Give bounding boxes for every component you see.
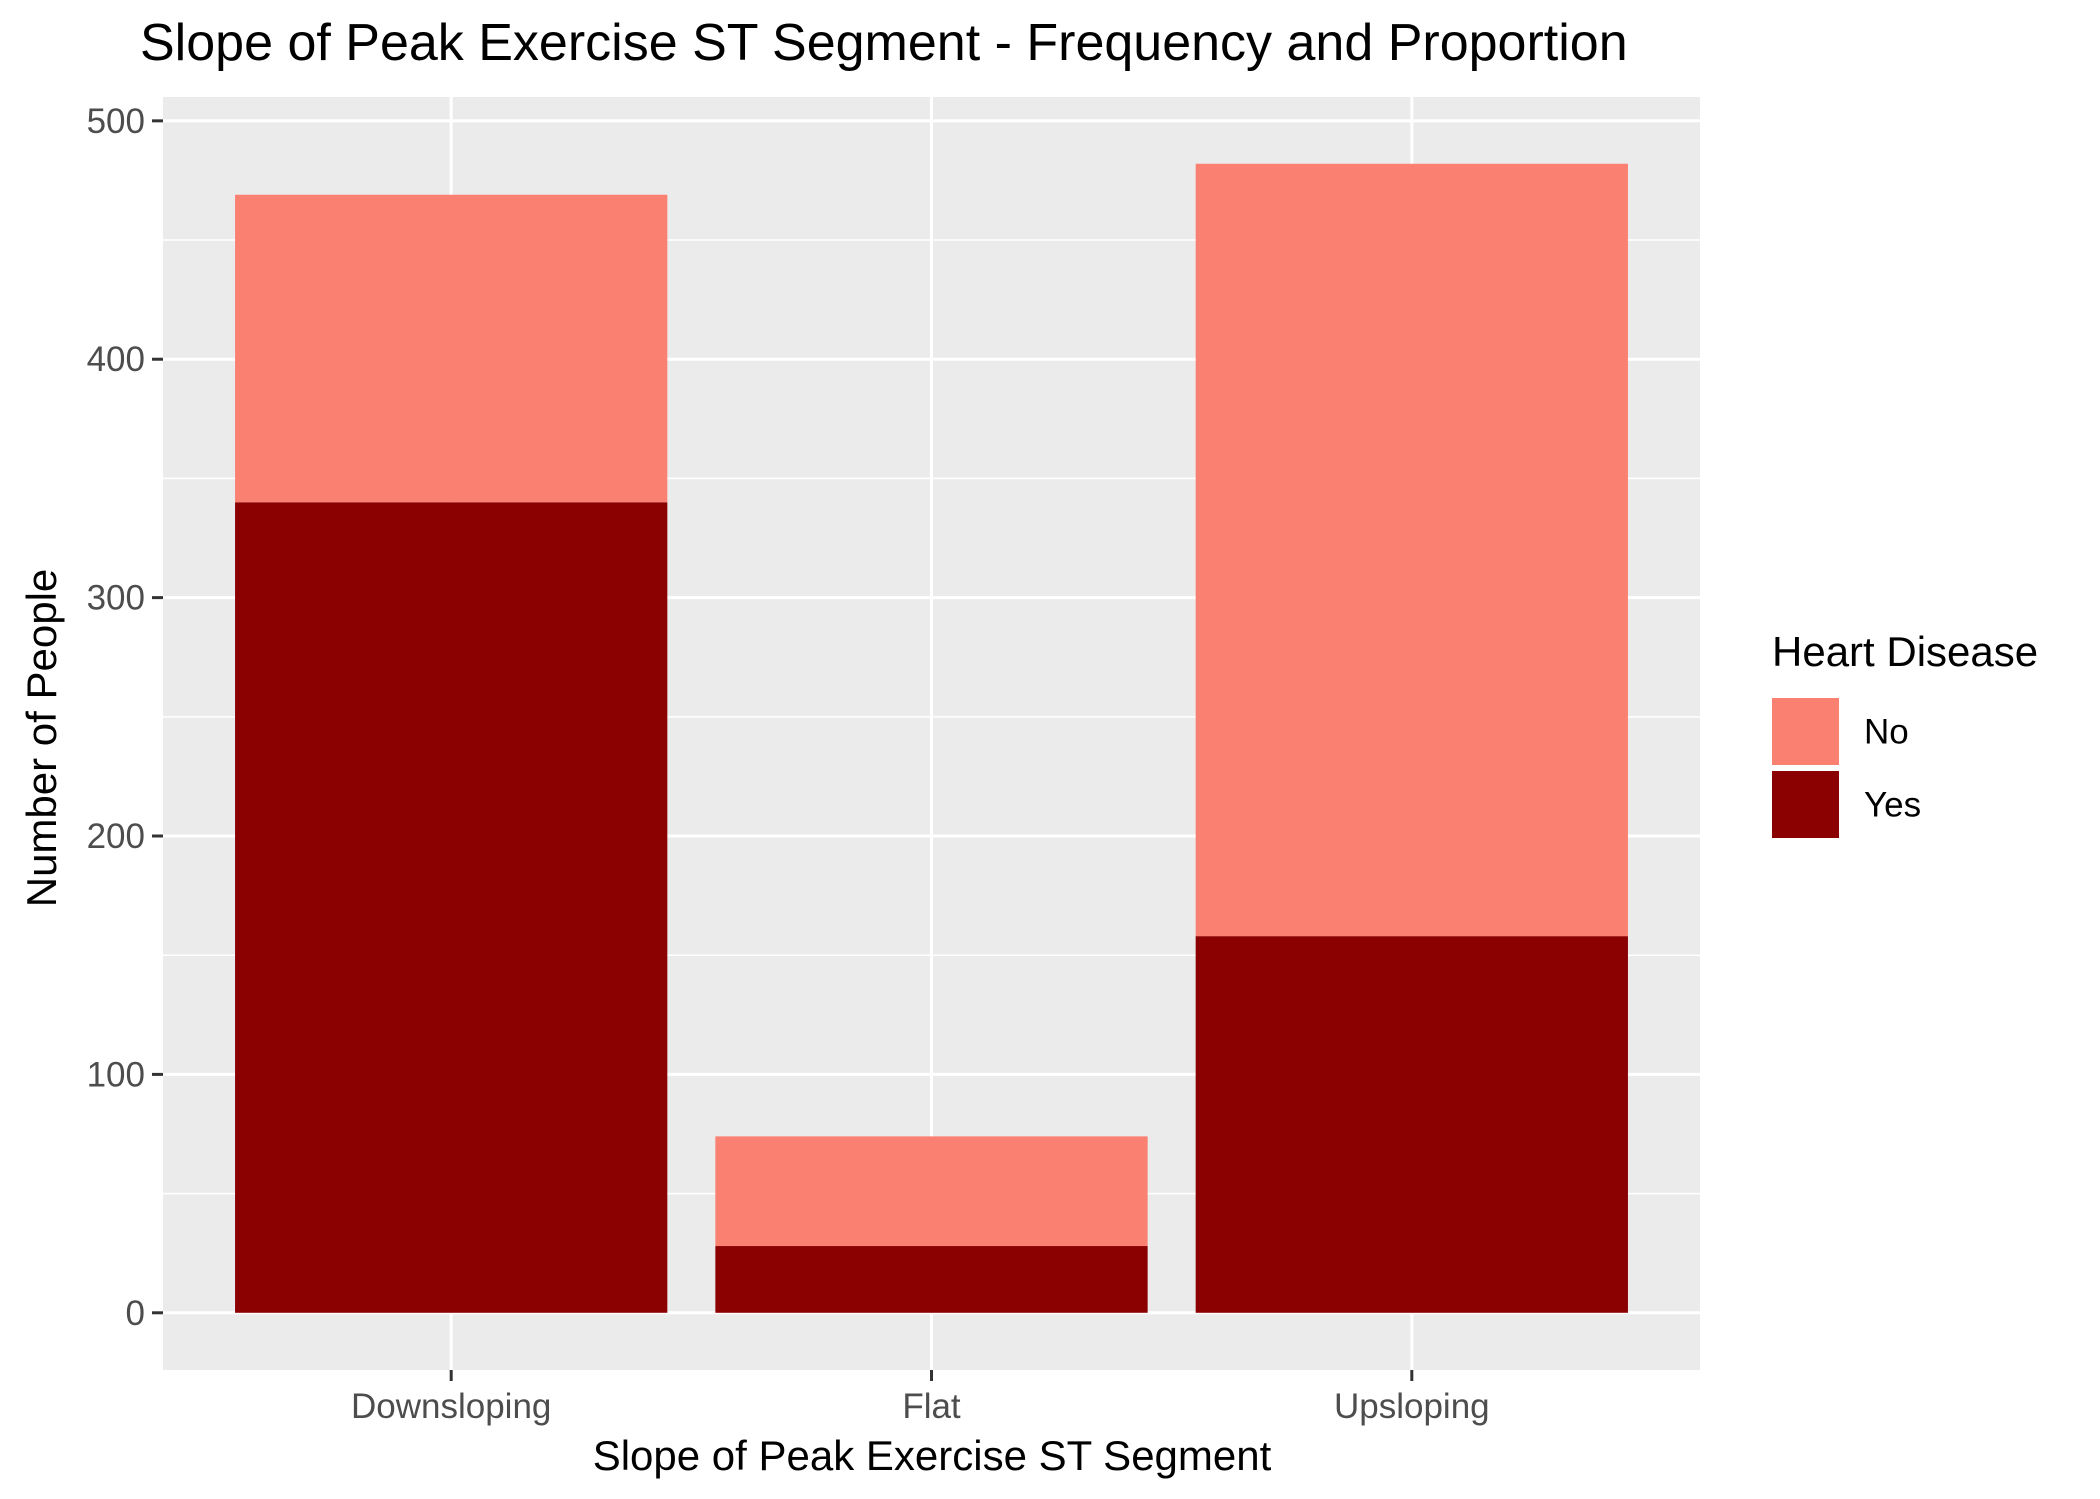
y-tick-label: 500: [87, 102, 145, 141]
legend-key-no: [1772, 698, 1839, 765]
x-tick-label: Upsloping: [1334, 1387, 1490, 1426]
legend-label-yes: Yes: [1864, 786, 1921, 825]
chart-title: Slope of Peak Exercise ST Segment - Freq…: [140, 14, 1628, 72]
y-tick-label: 400: [87, 340, 145, 379]
y-tick-label: 100: [87, 1055, 145, 1094]
x-axis: Downsloping Flat Upsloping: [351, 1370, 1490, 1426]
y-tick-label: 0: [126, 1294, 145, 1333]
bar-no-downsloping: [235, 194, 668, 503]
legend-label-no: No: [1864, 713, 1909, 752]
bars: [235, 163, 1628, 1313]
bar-yes-upsloping: [1195, 936, 1628, 1313]
legend-key-yes: [1772, 771, 1839, 838]
x-tick-label: Downsloping: [351, 1387, 551, 1426]
bar-yes-downsloping: [235, 502, 668, 1313]
y-axis: 0 100 200 300 400 500: [87, 102, 163, 1333]
x-tick-label: Flat: [902, 1387, 961, 1426]
y-axis-title: Number of People: [18, 569, 65, 908]
legend-title: Heart Disease: [1772, 628, 2038, 675]
bar-yes-flat: [715, 1246, 1148, 1313]
bar-no-flat: [715, 1136, 1148, 1247]
legend: Heart Disease No Yes: [1772, 628, 2038, 838]
x-axis-title: Slope of Peak Exercise ST Segment: [593, 1432, 1272, 1479]
y-tick-label: 300: [87, 579, 145, 618]
y-tick-label: 200: [87, 817, 145, 856]
bar-no-upsloping: [1195, 163, 1628, 937]
